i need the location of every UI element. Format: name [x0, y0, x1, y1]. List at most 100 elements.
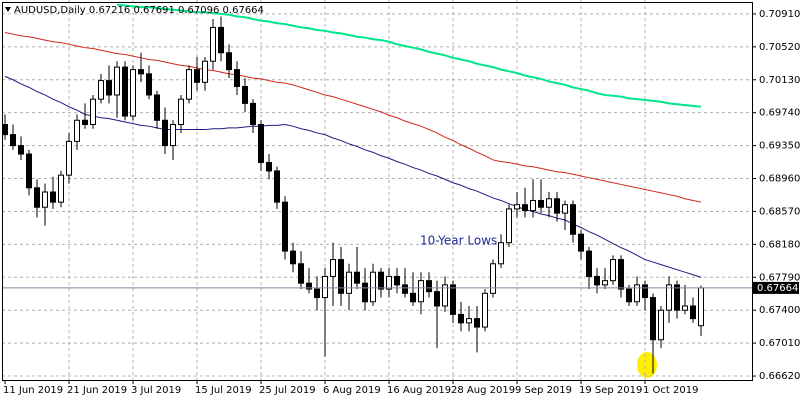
- header-open: 0.67216: [89, 5, 130, 16]
- candle-body: [370, 271, 376, 303]
- y-tick-label: 0.68180: [759, 239, 800, 250]
- header-high: 0.67691: [133, 5, 174, 16]
- candle-body: [674, 284, 680, 311]
- x-tick-label: 11 Jun 2019: [3, 385, 63, 396]
- candle-body: [106, 80, 112, 96]
- candle-body: [354, 271, 360, 284]
- candle-body: [530, 199, 536, 212]
- x-tick-label: 19 Sep 2019: [579, 385, 642, 396]
- candle-body: [634, 284, 640, 303]
- candle-body: [130, 69, 136, 117]
- candle-body: [218, 26, 224, 54]
- header-close: 0.67664: [223, 5, 264, 16]
- x-tick-label: 9 Sep 2019: [515, 385, 572, 396]
- candle-body: [666, 284, 672, 311]
- candle-body: [170, 124, 176, 147]
- candle-body: [138, 69, 144, 75]
- candle-body: [458, 313, 464, 324]
- candle-body: [610, 259, 616, 282]
- annotation: 10-Year Lows: [420, 234, 497, 248]
- candle-body: [290, 250, 296, 265]
- candle-body: [314, 288, 320, 299]
- candle-body: [194, 69, 200, 83]
- candle-body: [362, 282, 368, 303]
- candle-body: [474, 318, 480, 328]
- chart-header: AUDUSD,Daily 0.67216 0.67691 0.67096 0.6…: [14, 5, 264, 16]
- candle-body: [418, 280, 424, 303]
- candle-body: [394, 275, 400, 286]
- price-label-bg: [753, 281, 799, 294]
- candle-body: [250, 102, 256, 126]
- candle-body: [298, 263, 304, 284]
- candle-body: [50, 191, 56, 203]
- y-tick-label: 0.69740: [759, 108, 800, 119]
- candle-body: [578, 233, 584, 252]
- candle-body: [146, 73, 152, 96]
- candle-body: [98, 80, 104, 100]
- x-tick-label: 15 Jul 2019: [195, 385, 252, 396]
- candle-body: [658, 309, 664, 341]
- candle-body: [482, 292, 488, 328]
- candle-body: [266, 161, 272, 172]
- candle-body: [346, 271, 352, 294]
- y-tick-label: 0.67010: [759, 338, 800, 349]
- x-tick-label: 25 Jul 2019: [259, 385, 316, 396]
- x-tick-label: 3 Jul 2019: [131, 385, 181, 396]
- candle-body: [186, 69, 192, 100]
- candle-body: [66, 140, 72, 176]
- candle-body: [426, 280, 432, 293]
- candle-body: [490, 263, 496, 294]
- candle-body: [450, 284, 456, 315]
- x-tick-label: 28 Aug 2019: [451, 385, 515, 396]
- candle-body: [82, 119, 88, 126]
- candle-body: [682, 305, 688, 311]
- candle-body: [322, 275, 328, 299]
- candle-body: [402, 284, 408, 294]
- moving-average-line: [116, 3, 702, 108]
- header-low: 0.67096: [178, 5, 219, 16]
- y-tick-label: 0.68570: [759, 206, 800, 217]
- candle-body: [506, 208, 512, 244]
- candle-body: [602, 280, 608, 286]
- candle-body: [514, 204, 520, 210]
- plot-frame: [2, 2, 753, 381]
- candle-body: [626, 288, 632, 303]
- y-tick-label: 0.67400: [759, 305, 800, 316]
- y-tick-label: 0.67790: [759, 272, 800, 283]
- candle-body: [698, 287, 704, 327]
- y-tick-label: 0.69350: [759, 141, 800, 152]
- price-label: 0.67664: [757, 283, 798, 294]
- candle-body: [466, 318, 472, 324]
- candle-body: [34, 187, 40, 208]
- candle-body: [90, 98, 96, 126]
- y-tick-label: 0.70130: [759, 75, 800, 86]
- moving-average-line: [4, 32, 702, 203]
- candle-body: [282, 201, 288, 252]
- candle-body: [586, 250, 592, 277]
- candle-body: [26, 153, 32, 189]
- candle-body: [114, 66, 120, 96]
- candle-body: [442, 284, 448, 307]
- candle-body: [226, 52, 232, 71]
- candle-body: [594, 275, 600, 286]
- candle-body: [10, 134, 16, 147]
- candle-body: [538, 199, 544, 208]
- candle-body: [18, 145, 24, 155]
- chart-title: AUDUSD,Daily: [14, 5, 86, 16]
- candle-body: [202, 60, 208, 83]
- y-tick-label: 0.66620: [759, 371, 800, 382]
- candle-body: [2, 124, 8, 136]
- candle-body: [274, 170, 280, 203]
- x-tick-label: 16 Aug 2019: [387, 385, 451, 396]
- x-tick-label: 6 Aug 2019: [323, 385, 381, 396]
- candle-body: [522, 204, 528, 212]
- candle-body: [562, 204, 568, 214]
- candle-body: [378, 271, 384, 290]
- candle-body: [122, 66, 128, 117]
- candle-body: [650, 297, 656, 341]
- candle-body: [74, 119, 80, 142]
- candle-body: [154, 94, 160, 121]
- candle-body: [42, 191, 48, 208]
- candle-body: [234, 69, 240, 88]
- candle-body: [570, 204, 576, 235]
